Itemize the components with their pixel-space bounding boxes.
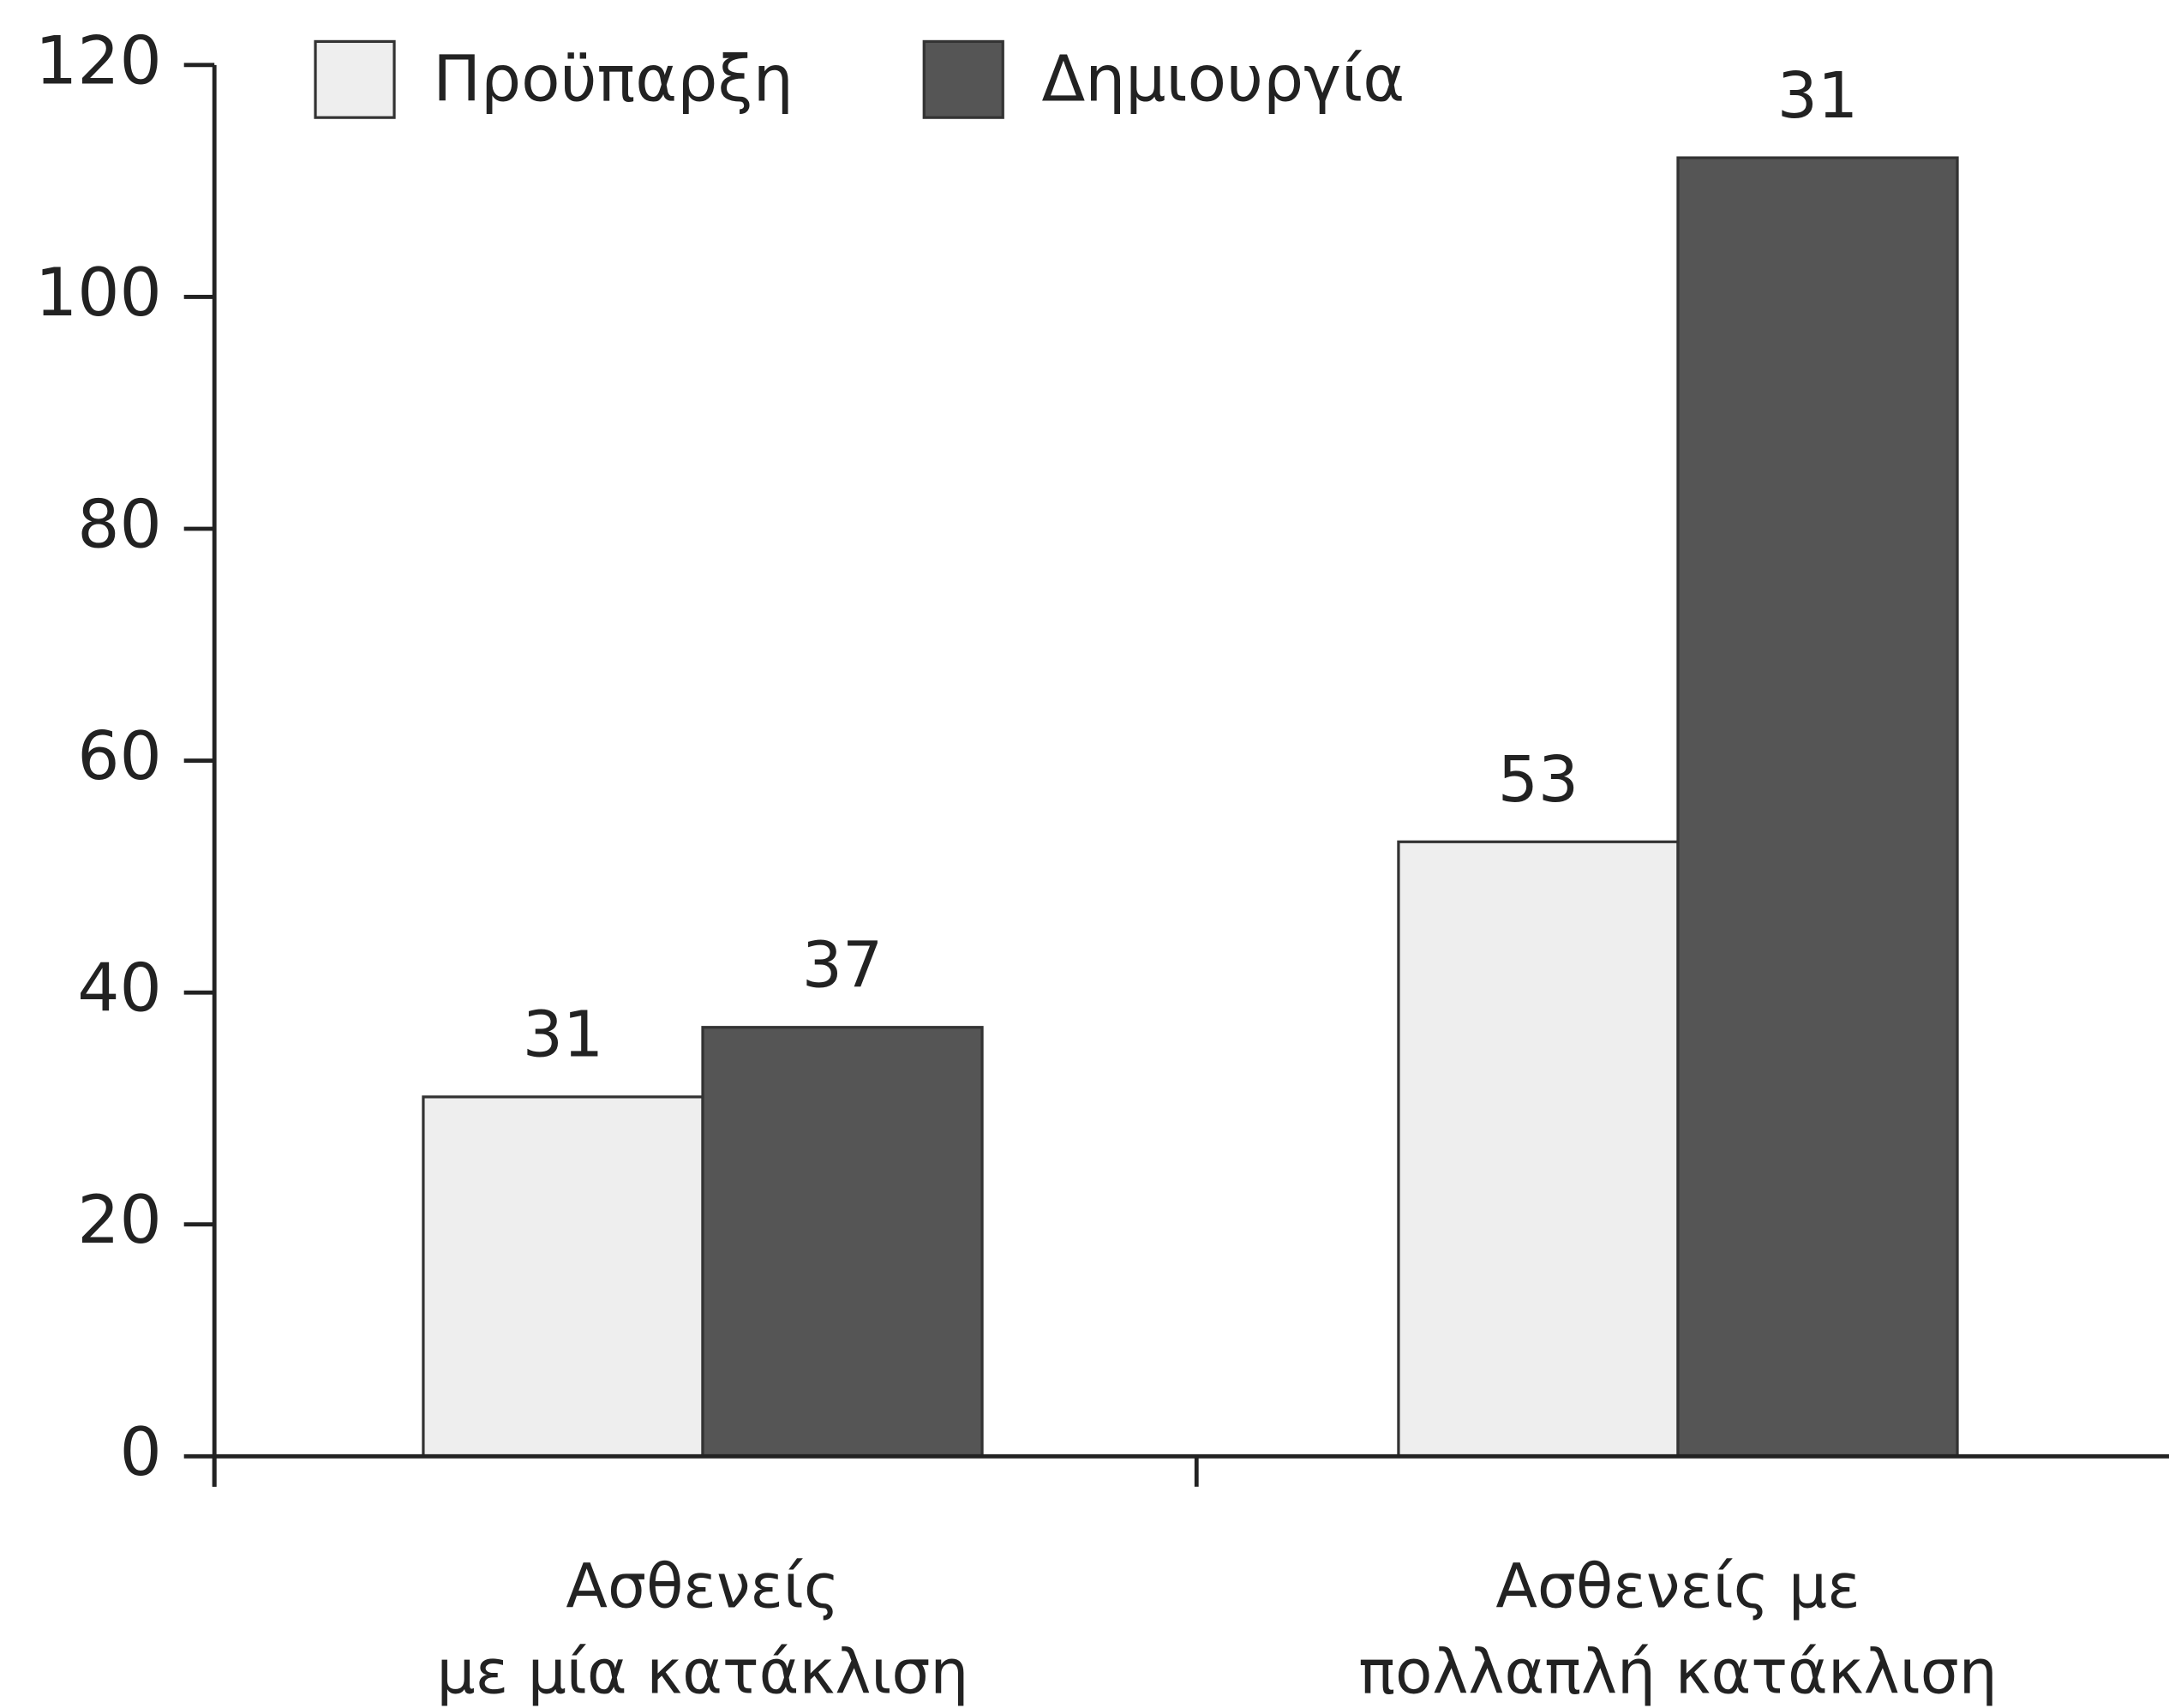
- x-tick-label: Ασθενείς: [566, 1550, 839, 1621]
- x-tick-label: πολλαπλή κατάκλιση: [1358, 1636, 1998, 1707]
- bar: [701, 1026, 984, 1458]
- bar: [1397, 840, 1680, 1458]
- y-tick-label: 120: [35, 22, 162, 99]
- legend-swatch: [922, 39, 1004, 119]
- y-tick-label: 0: [120, 1414, 162, 1491]
- y-tick-label: 100: [35, 255, 162, 332]
- y-tick-label: 60: [77, 718, 162, 795]
- x-tick-label: Ασθενείς με: [1495, 1550, 1860, 1621]
- y-tick-label: 80: [77, 486, 162, 563]
- legend-swatch: [314, 39, 396, 119]
- y-tick-label: 20: [77, 1182, 162, 1259]
- y-tick-label: 40: [77, 950, 162, 1028]
- bar: [422, 1095, 704, 1458]
- bar: [1676, 156, 1959, 1458]
- legend-label: Δημιουργία: [1041, 41, 1405, 116]
- value-label: 37: [802, 927, 883, 1002]
- annotation: 31: [1777, 58, 1858, 133]
- value-label: 53: [1498, 742, 1579, 817]
- x-tick-label: με μία κατάκλιση: [437, 1636, 969, 1707]
- value-label: 31: [523, 998, 603, 1072]
- legend-label: Προϋπαρξη: [433, 41, 794, 116]
